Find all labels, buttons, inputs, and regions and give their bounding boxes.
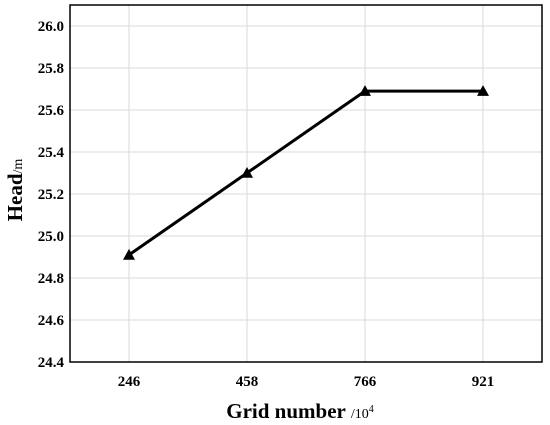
y-tick-label: 24.8 [38, 271, 64, 287]
x-axis-label-main: Grid number [226, 399, 346, 423]
y-axis-label-main: Head [3, 173, 27, 221]
y-tick-label: 24.4 [38, 355, 65, 371]
y-tick-label: 25.4 [38, 145, 65, 161]
data-point-triangle [477, 85, 489, 96]
x-tick-label: 766 [354, 374, 377, 390]
y-tick-label: 25.0 [38, 229, 64, 245]
series-line [128, 89, 483, 257]
x-tick-label: 246 [118, 374, 141, 390]
x-tick-label: 921 [472, 374, 495, 390]
y-tick-label: 25.6 [38, 103, 65, 119]
grid-lines [70, 5, 542, 363]
y-axis-label-unit: /m [11, 159, 26, 174]
x-axis-tick-labels: 246 458 766 921 [118, 374, 495, 390]
y-tick-label: 25.8 [38, 61, 64, 77]
x-axis-label-superscript: 4 [369, 404, 374, 415]
plot-area-frame [69, 4, 543, 363]
y-tick-label: 24.6 [38, 313, 65, 329]
data-series [123, 85, 489, 260]
data-point-triangle [241, 167, 253, 178]
data-point-triangle [359, 85, 371, 96]
data-point-triangle [123, 248, 135, 260]
y-tick-label: 25.2 [38, 187, 64, 203]
x-axis-label-unit: /10 [351, 407, 369, 422]
y-tick-label: 26.0 [38, 19, 64, 35]
y-axis-label: Head/m [3, 159, 27, 222]
y-axis-tick-labels: 24.4 24.6 24.8 25.0 25.2 25.4 25.6 25.8 26.0 [38, 19, 65, 371]
x-tick-label: 458 [236, 374, 259, 390]
x-axis-label: Grid number/104 [226, 399, 373, 423]
